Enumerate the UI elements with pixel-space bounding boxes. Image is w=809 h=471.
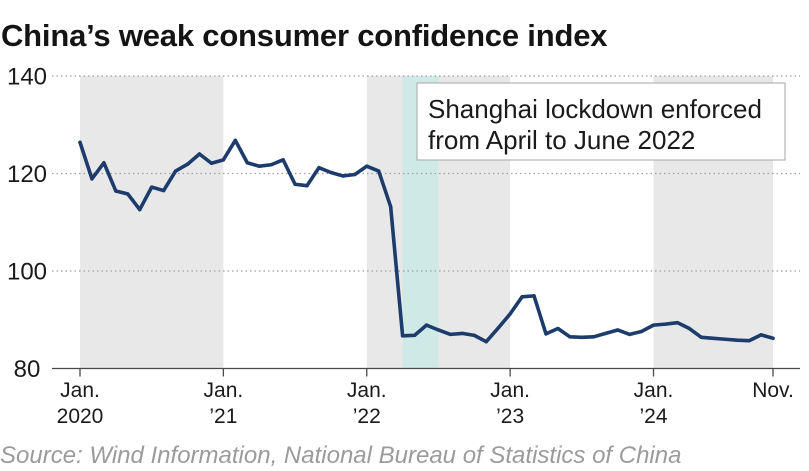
data-point <box>651 323 656 327</box>
data-point <box>78 140 82 144</box>
data-point <box>412 333 417 338</box>
chart-title: China’s weak consumer confidence index <box>1 18 608 53</box>
data-point <box>759 333 763 337</box>
data-point <box>723 337 727 341</box>
data-point <box>149 185 154 189</box>
data-point <box>281 158 285 162</box>
data-point <box>496 326 500 330</box>
data-point <box>90 177 94 181</box>
data-point <box>735 338 739 342</box>
data-point <box>568 335 572 339</box>
data-point <box>460 331 465 336</box>
y-tick-label: 120 <box>7 161 47 188</box>
data-point <box>161 188 166 193</box>
data-point <box>233 138 238 143</box>
x-tick-label-month: Jan. <box>490 379 530 402</box>
shaded-year-band-2020 <box>80 76 224 369</box>
data-point <box>114 189 118 193</box>
x-tick-label-month: Jan. <box>347 379 387 402</box>
data-point <box>544 332 548 336</box>
data-point <box>472 333 476 338</box>
annotation-text-line: Shanghai lockdown enforced <box>428 94 762 124</box>
data-point <box>615 328 620 332</box>
data-point <box>221 158 226 162</box>
data-point <box>353 172 357 177</box>
y-tick-label: 80 <box>14 356 41 383</box>
data-point <box>687 326 692 331</box>
x-tick-label-year: ’21 <box>209 405 237 428</box>
data-point <box>592 335 596 339</box>
data-point <box>305 183 309 188</box>
data-point <box>197 152 202 156</box>
data-point <box>699 335 704 339</box>
data-point <box>245 161 249 165</box>
data-point <box>377 169 381 173</box>
data-point <box>126 192 130 196</box>
x-tick-label-month: Jan. <box>204 379 244 402</box>
data-point <box>580 335 584 339</box>
data-point <box>604 331 608 336</box>
data-point <box>484 339 488 344</box>
annotation-box <box>416 82 786 161</box>
data-point <box>771 336 775 340</box>
data-point <box>257 164 261 168</box>
y-tick-label: 100 <box>7 259 47 286</box>
data-point <box>365 164 369 168</box>
data-point <box>185 162 190 166</box>
data-point <box>329 170 333 175</box>
data-point <box>400 334 405 338</box>
x-axis: Jan. 2020 Jan. ’21 Jan. ’22 Jan. ’23 Jan. ’24 Nov. <box>52 367 800 428</box>
data-point <box>173 169 178 173</box>
x-tick-label-year: ’22 <box>353 405 381 428</box>
gridlines: 80 100 120 140 <box>7 64 800 383</box>
series-group <box>78 138 775 344</box>
data-point <box>436 328 441 332</box>
data-point <box>556 326 560 331</box>
data-point <box>317 165 321 170</box>
data-point <box>639 329 644 334</box>
data-point <box>532 294 536 298</box>
data-point <box>627 332 632 337</box>
x-tick-label-month: Nov. <box>752 379 794 402</box>
data-point <box>448 332 453 337</box>
annotation-text-line: from April to June 2022 <box>428 125 695 155</box>
data-point <box>102 161 106 165</box>
data-point <box>675 320 680 325</box>
data-point <box>138 207 142 212</box>
x-tick-label-year: ’23 <box>496 405 524 428</box>
data-point <box>293 182 297 186</box>
x-tick-label-year: 2020 <box>57 405 104 428</box>
data-point <box>388 204 393 209</box>
data-point <box>209 161 214 165</box>
x-tick-label-month: Jan. <box>60 379 100 402</box>
data-point <box>711 336 715 340</box>
x-tick-label-year: ’24 <box>640 405 668 428</box>
data-point <box>520 295 524 299</box>
data-point <box>424 323 429 327</box>
source-note: Source: Wind Information, National Burea… <box>0 442 681 469</box>
x-tick-label-month: Jan. <box>634 379 674 402</box>
data-point <box>341 174 345 178</box>
data-point <box>508 312 512 316</box>
data-point <box>269 163 273 167</box>
y-tick-label: 140 <box>7 64 47 91</box>
data-point <box>663 322 668 326</box>
data-point <box>747 339 751 343</box>
